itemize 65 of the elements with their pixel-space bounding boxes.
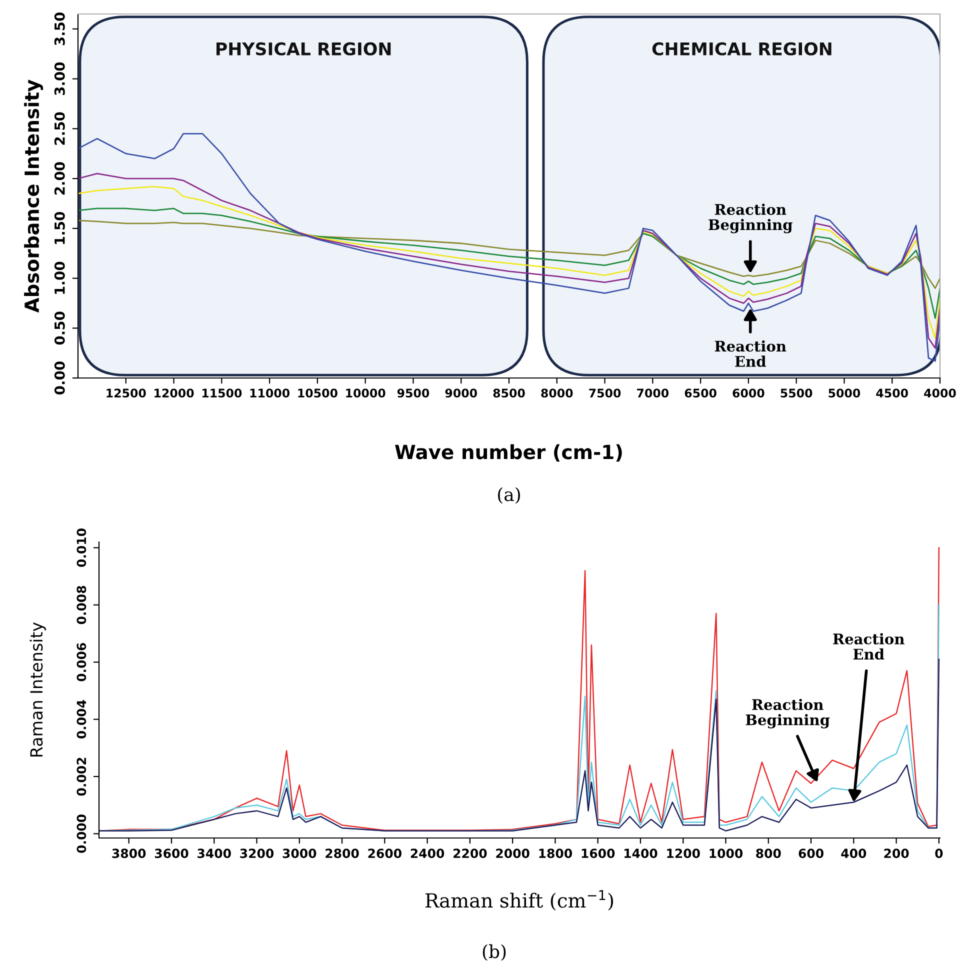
y-tick-label: 3.50	[54, 12, 65, 46]
y-tick-label: 0.006	[76, 643, 86, 682]
x-tick-label: 2400	[410, 848, 444, 858]
x-tick-label: 9000	[445, 388, 477, 398]
annotation: Reaction End	[833, 633, 904, 660]
x-tick-label: 2600	[368, 848, 402, 858]
x-tick-label: 1600	[582, 848, 615, 858]
x-tick-label: 5000	[828, 388, 860, 398]
y-axis-title: Raman Intensity	[30, 622, 46, 756]
y-tick-label: 2.50	[54, 112, 65, 145]
x-tick-label: 6000	[732, 388, 764, 398]
x-tick-label: 3600	[154, 848, 188, 858]
x-tick-label: 7000	[637, 388, 669, 398]
text: (a)	[498, 487, 520, 504]
text: (b)	[482, 944, 506, 961]
annotation: Reaction Beginning	[708, 204, 792, 234]
line-series	[99, 658, 940, 832]
y-tick-label: 0.002	[76, 758, 86, 796]
x-tick-label: 3200	[240, 848, 274, 858]
x-tick-label: 3800	[112, 848, 146, 858]
y-tick-label: 0.00	[54, 362, 65, 394]
x-tick-label: 10000	[346, 388, 386, 398]
x-tick-label: 1000	[710, 848, 743, 858]
x-tick-label: 200	[884, 848, 909, 858]
x-tick-label: 3000	[282, 848, 316, 858]
y-tick-label: 2.00	[54, 162, 65, 195]
x-tick-label: 4000	[924, 388, 956, 398]
x-tick-label: 10500	[298, 388, 338, 398]
x-tick-label: 1800	[539, 848, 572, 858]
x-tick-label: 11000	[250, 388, 290, 398]
x-tick-label: 1400	[624, 848, 658, 858]
y-tick-label: 0.000	[76, 814, 86, 853]
y-tick-label: 0.50	[54, 312, 65, 345]
annotation: Reaction End	[714, 340, 786, 367]
x-tick-label: 800	[756, 848, 781, 858]
x-tick-label: 2000	[496, 848, 530, 858]
x-tick-label: 12000	[154, 388, 194, 398]
x-axis-title: Raman shift (cm$^{−1}$)	[425, 890, 614, 911]
y-tick-label: 0.004	[76, 700, 86, 738]
x-tick-label: 1200	[667, 848, 700, 858]
x-tick-label: 8000	[541, 388, 573, 398]
y-axis-title: Absorbance Intensity	[24, 80, 44, 313]
y-tick-label: 0.008	[76, 586, 86, 624]
annotation: Reaction Beginning	[746, 698, 830, 728]
y-tick-label: 1.00	[54, 262, 65, 294]
x-tick-label: 2200	[454, 848, 487, 858]
x-tick-label: 5500	[780, 388, 812, 398]
x-axis-title: Wave number (cm-1)	[395, 444, 622, 462]
x-tick-label: 6500	[684, 388, 716, 398]
x-tick-label: 2800	[326, 848, 359, 858]
x-tick-label: 400	[841, 848, 866, 858]
x-tick-label: 8500	[493, 388, 525, 398]
y-tick-label: 0.010	[76, 528, 86, 567]
band-label: CHEMICAL REGION	[652, 42, 832, 56]
x-tick-label: 9500	[397, 388, 430, 398]
x-tick-label: 12500	[106, 388, 146, 398]
x-tick-label: 3400	[198, 848, 231, 858]
x-tick-label: 0	[935, 848, 943, 858]
x-tick-label: 4500	[876, 388, 908, 398]
x-tick-label: 7500	[589, 388, 621, 398]
y-tick-label: 1.50	[54, 212, 65, 244]
x-tick-label: 600	[798, 848, 824, 858]
y-tick-label: 3.00	[54, 62, 65, 96]
band-label: PHYSICAL REGION	[216, 42, 391, 56]
x-tick-label: 11500	[202, 388, 242, 398]
